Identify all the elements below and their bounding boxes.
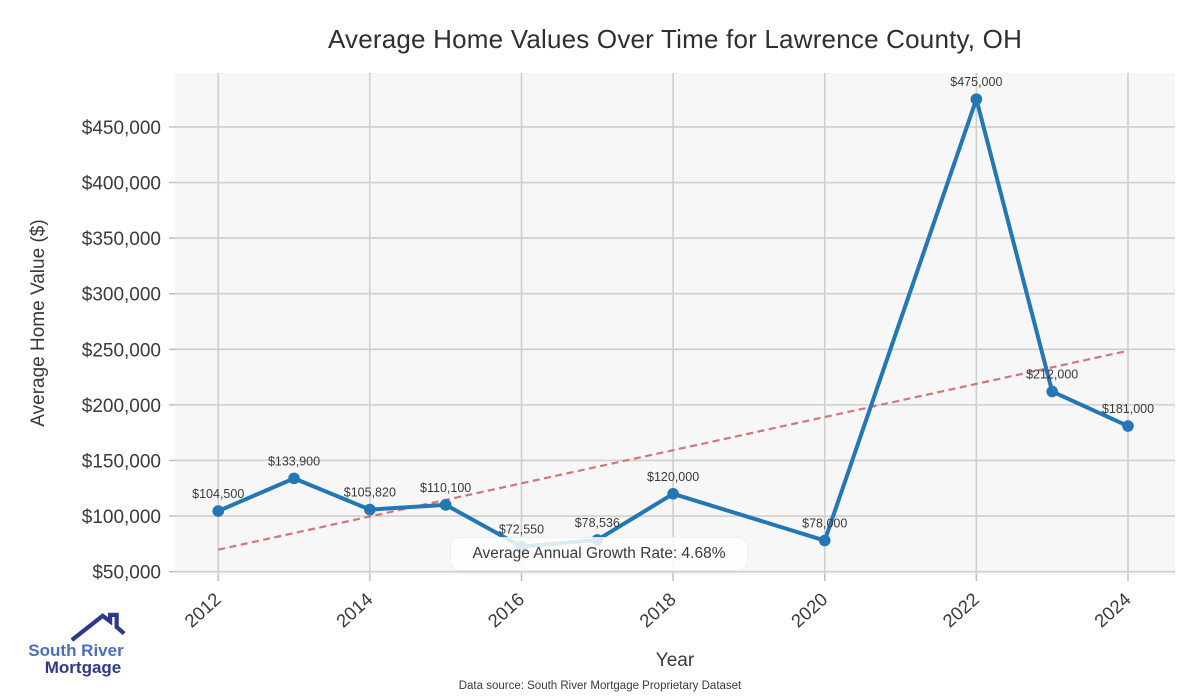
plot-area — [175, 73, 1175, 575]
data-point-label: $72,550 — [499, 523, 544, 537]
svg-text:$100,000: $100,000 — [82, 507, 161, 528]
data-point-marker — [1122, 420, 1134, 432]
svg-text:2012: 2012 — [180, 588, 225, 631]
data-point-label: $181,000 — [1102, 402, 1154, 416]
data-point-marker — [818, 534, 831, 547]
data-point-marker — [212, 505, 225, 517]
svg-text:$50,000: $50,000 — [92, 563, 161, 584]
svg-text:2014: 2014 — [332, 588, 377, 631]
svg-text:2020: 2020 — [787, 588, 832, 631]
logo-name: South River — [28, 641, 124, 660]
svg-text:$250,000: $250,000 — [82, 340, 161, 361]
trend-line — [217, 349, 1129, 551]
svg-text:$200,000: $200,000 — [82, 396, 161, 417]
data-point-marker — [439, 499, 452, 511]
data-point-label: $105,820 — [344, 486, 396, 500]
y-tick-labels: $50,000 $100,000 $150,000 $200,000 $250,000 $… — [82, 118, 161, 584]
data-point-label: $133,900 — [268, 454, 320, 468]
data-point-label: $475,000 — [950, 75, 1002, 89]
chart-title: Average Home Values Over Time for Lawren… — [327, 24, 1023, 54]
svg-text:2022: 2022 — [938, 588, 983, 631]
south-river-mortgage-logo: South River Mortgage — [24, 612, 128, 677]
data-point-labels: $104,500 $133,900 $105,820 $110,100 $72,550 $… — [192, 75, 1154, 536]
axis-ticks — [169, 126, 1129, 581]
data-point-marker — [364, 503, 376, 516]
data-point-label: $78,536 — [575, 516, 620, 530]
svg-text:$300,000: $300,000 — [82, 285, 161, 306]
data-point-label: $104,500 — [192, 487, 244, 501]
data-point-label: $212,000 — [1026, 368, 1078, 382]
svg-text:$450,000: $450,000 — [82, 118, 161, 139]
svg-text:2018: 2018 — [635, 588, 680, 631]
data-point-label: $78,000 — [802, 517, 847, 531]
logo-type: Mortgage — [44, 658, 122, 677]
data-point-marker — [288, 472, 300, 485]
svg-text:2024: 2024 — [1090, 588, 1135, 631]
gridlines — [175, 73, 1175, 575]
data-point-label: $110,100 — [420, 481, 471, 495]
svg-text:$150,000: $150,000 — [82, 451, 161, 472]
svg-text:$400,000: $400,000 — [82, 174, 161, 195]
data-point-marker — [970, 93, 983, 105]
roof-icon — [70, 612, 126, 642]
growth-rate-annotation: Average Annual Growth Rate: 4.68% — [450, 537, 748, 571]
data-point-label: $120,000 — [647, 470, 699, 484]
x-axis-label: Year — [655, 650, 695, 671]
svg-text:$350,000: $350,000 — [82, 229, 161, 250]
data-point-marker — [667, 488, 679, 500]
svg-text:2016: 2016 — [484, 588, 529, 631]
data-point-marker — [1046, 385, 1058, 398]
data-source-note: Data source: South River Mortgage Propri… — [458, 680, 742, 692]
x-tick-labels: 2012 2014 2016 2018 2020 2022 2024 — [180, 588, 1134, 631]
y-axis-label: Average Home Value ($) — [28, 219, 49, 427]
